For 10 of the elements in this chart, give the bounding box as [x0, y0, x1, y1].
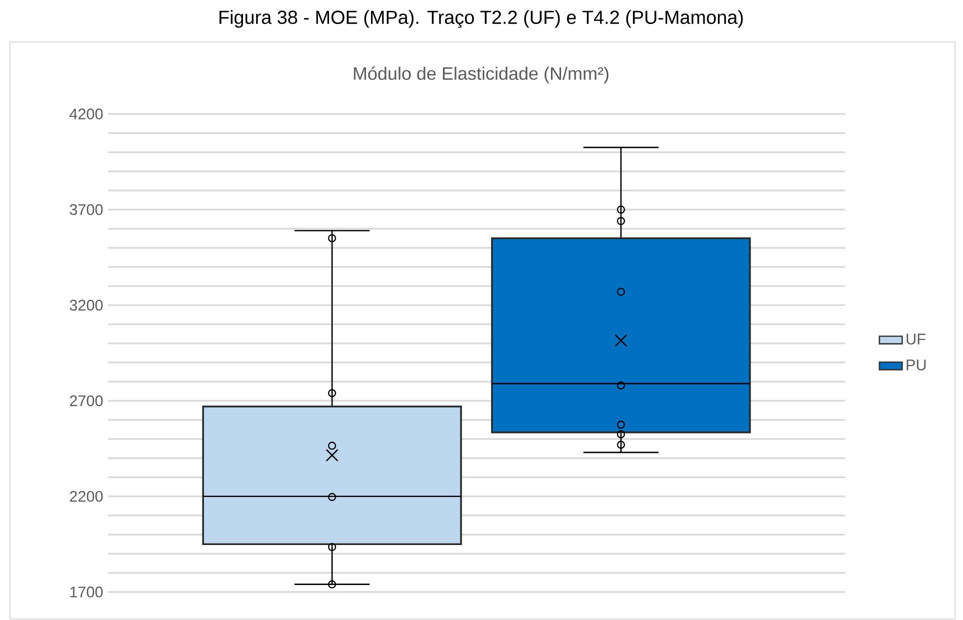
legend-label: PU: [906, 360, 926, 371]
y-tick-label: 3200: [70, 300, 103, 311]
chart-title: Figura 38 - MOE (MPa). Traço T2.2 (UF) e T4.2 (PU-Mamona): [220, 10, 743, 28]
y-tick-label: 3700: [70, 204, 103, 216]
chart-subtitle: Módulo de Elasticidade (N/mm²): [354, 66, 608, 84]
y-tick-label: 4200: [70, 108, 103, 120]
legend-label: UF: [906, 334, 926, 345]
y-tick-label: 2200: [70, 491, 103, 502]
y-tick-label: 2700: [70, 396, 103, 406]
y-tick-label: 1700: [70, 586, 103, 598]
